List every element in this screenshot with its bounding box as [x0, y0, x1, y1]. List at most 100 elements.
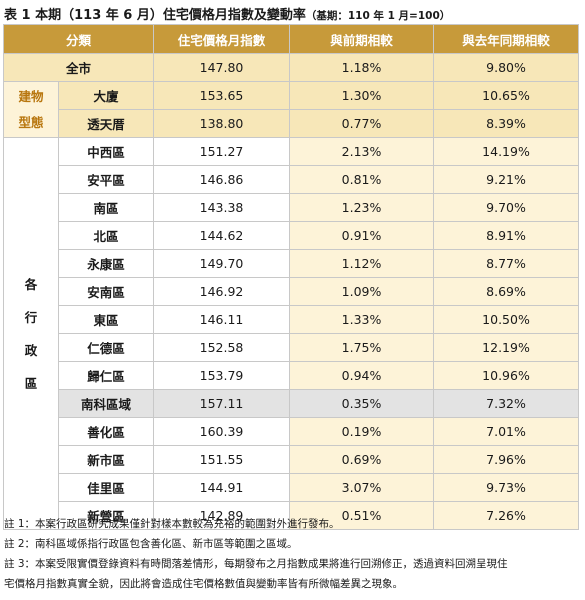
row-label: 南區	[57, 193, 155, 222]
mom-value: 0.69%	[289, 445, 435, 474]
yoy-value: 9.80%	[433, 53, 580, 82]
base-period-note: （基期：110 年 1 月=100）	[305, 10, 451, 22]
col-header-yoy: 與去年同期相較	[433, 24, 580, 54]
yoy-value: 10.96%	[433, 361, 580, 390]
col-header-category: 分類	[2, 24, 155, 54]
index-value: 153.79	[153, 361, 291, 390]
table-row: 安南區 146.92 1.09% 8.69%	[4, 277, 580, 306]
mom-value: 3.07%	[289, 473, 435, 502]
table-row: 南區 143.38 1.23% 9.70%	[4, 193, 580, 222]
row-label: 歸仁區	[57, 361, 155, 390]
col-header-mom: 與前期相較	[289, 24, 435, 54]
yoy-value: 9.73%	[433, 473, 580, 502]
col-header-index: 住宅價格月指數	[153, 24, 291, 54]
table-row: 新市區 151.55 0.69% 7.96%	[4, 445, 580, 474]
index-value: 144.91	[153, 473, 291, 502]
district-rows: 各行政區中西區 151.27 2.13% 14.19% 安平區 146.86 0.81% 9.…	[3, 137, 580, 530]
index-value: 143.38	[153, 193, 291, 222]
title-text: 表 1 本期（113 年 6 月）住宅價格月指數及變動率	[4, 8, 306, 23]
group-label-building-type: 建物 型態	[3, 81, 59, 138]
mom-value: 0.51%	[289, 501, 435, 530]
mom-value: 1.09%	[289, 277, 435, 306]
price-index-table: 分類 住宅價格月指數 與前期相較 與去年同期相較 全市 147.80 1.18%…	[2, 24, 580, 530]
table-row: 新營區 142.89 0.51% 7.26%	[4, 501, 580, 530]
mom-value: 1.75%	[289, 333, 435, 362]
index-value: 153.65	[153, 81, 291, 110]
footnotes: 註 1：本案行政區研究成果僅針對樣本數較為充裕的範圍對外進行發布。 註 2：南科…	[4, 514, 582, 594]
mom-value: 0.35%	[289, 389, 435, 418]
yoy-value: 7.26%	[433, 501, 580, 530]
index-value: 146.92	[153, 277, 291, 306]
mom-value: 0.94%	[289, 361, 435, 390]
row-label: 南科區域	[57, 389, 155, 418]
row-label: 安南區	[57, 277, 155, 306]
table-row: 永康區 149.70 1.12% 8.77%	[4, 249, 580, 278]
yoy-value: 8.69%	[433, 277, 580, 306]
footnote-1: 註 1：本案行政區研究成果僅針對樣本數較為充裕的範圍對外進行發布。	[4, 518, 340, 530]
row-label: 北區	[57, 221, 155, 250]
mom-value: 0.77%	[289, 109, 435, 138]
mom-value: 1.33%	[289, 305, 435, 334]
yoy-value: 8.91%	[433, 221, 580, 250]
group-label-char: 區	[24, 375, 38, 391]
row-label: 中西區	[57, 137, 155, 166]
yoy-value: 12.19%	[433, 333, 580, 362]
group-label-char: 行	[24, 309, 38, 325]
row-label: 大廈	[57, 81, 155, 110]
table-row: 建物 型態 大廈 153.65 1.30% 10.65%	[3, 81, 580, 138]
header-row: 分類 住宅價格月指數 與前期相較 與去年同期相較	[2, 24, 580, 54]
mom-value: 2.13%	[289, 137, 435, 166]
index-value: 146.86	[153, 165, 291, 194]
footnote-2: 註 2：南科區域係指行政區包含善化區、新市區等範圍之區域。	[4, 538, 298, 550]
row-label: 善化區	[57, 417, 155, 446]
yoy-value: 7.32%	[433, 389, 580, 418]
mom-value: 0.91%	[289, 221, 435, 250]
table-row: 仁德區 152.58 1.75% 12.19%	[4, 333, 580, 362]
index-value: 149.70	[153, 249, 291, 278]
group-label-char: 建物	[18, 88, 44, 104]
table-row: 善化區 160.39 0.19% 7.01%	[4, 417, 580, 446]
index-value: 160.39	[153, 417, 291, 446]
table-row: 透天厝 138.80 0.77% 8.39%	[4, 109, 580, 138]
row-label: 東區	[57, 305, 155, 334]
index-value: 147.80	[153, 53, 291, 82]
yoy-value: 7.01%	[433, 417, 580, 446]
table-row: 南科區域 157.11 0.35% 7.32%	[4, 389, 580, 418]
index-value: 151.27	[153, 137, 291, 166]
row-label: 新市區	[57, 445, 155, 474]
table-title: 表 1 本期（113 年 6 月）住宅價格月指數及變動率（基期：110 年 1 …	[4, 4, 450, 23]
table-row: 東區 146.11 1.33% 10.50%	[4, 305, 580, 334]
group-label-districts: 各行政區	[3, 137, 59, 530]
row-label: 佳里區	[57, 473, 155, 502]
yoy-value: 14.19%	[433, 137, 580, 166]
table-row: 北區 144.62 0.91% 8.91%	[4, 221, 580, 250]
table-row: 安平區 146.86 0.81% 9.21%	[4, 165, 580, 194]
yoy-value: 10.50%	[433, 305, 580, 334]
mom-value: 1.30%	[289, 81, 435, 110]
table-row: 各行政區中西區 151.27 2.13% 14.19%	[3, 137, 580, 530]
row-label: 透天厝	[57, 109, 155, 138]
group-label-char: 型態	[18, 114, 44, 130]
mom-value: 1.23%	[289, 193, 435, 222]
table-row: 歸仁區 153.79 0.94% 10.96%	[4, 361, 580, 390]
index-value: 151.55	[153, 445, 291, 474]
row-label-whole-city: 全市	[2, 53, 155, 82]
yoy-value: 9.70%	[433, 193, 580, 222]
row-label: 仁德區	[57, 333, 155, 362]
index-value: 146.11	[153, 305, 291, 334]
row-label: 永康區	[57, 249, 155, 278]
yoy-value: 7.96%	[433, 445, 580, 474]
row-label: 安平區	[57, 165, 155, 194]
table-row-whole-city: 全市 147.80 1.18% 9.80%	[2, 53, 580, 82]
index-value: 152.58	[153, 333, 291, 362]
footnote-3: 註 3：本案受限實價登錄資料有時間落差情形，每期發布之月指數成果將進行回溯修正，…	[4, 558, 508, 570]
yoy-value: 8.77%	[433, 249, 580, 278]
mom-value: 1.12%	[289, 249, 435, 278]
index-value: 138.80	[153, 109, 291, 138]
group-label-char: 政	[24, 342, 38, 358]
group-label-char: 各	[24, 276, 38, 292]
mom-value: 0.19%	[289, 417, 435, 446]
mom-value: 0.81%	[289, 165, 435, 194]
yoy-value: 9.21%	[433, 165, 580, 194]
footnote-3-cont: 宅價格月指數真實全貌，因此將會造成住宅價格數值與變動率皆有所微幅差異之現象。	[4, 578, 403, 590]
